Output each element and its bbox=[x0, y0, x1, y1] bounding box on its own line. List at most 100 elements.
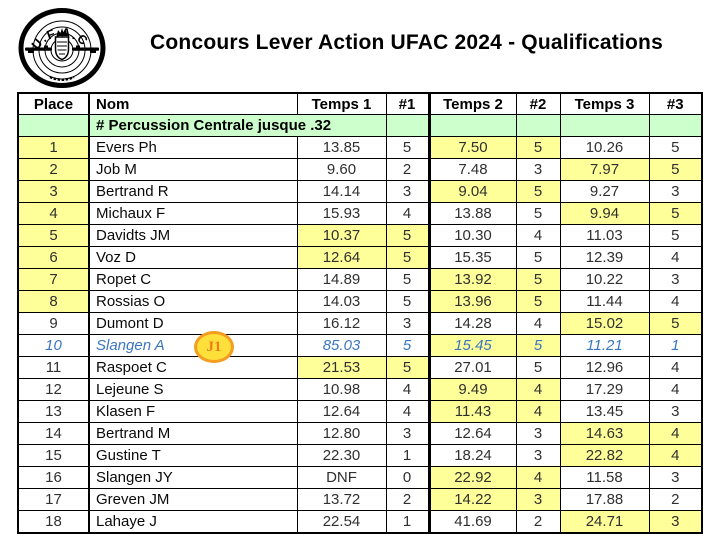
temps1-cell: 12.64 bbox=[296, 246, 387, 269]
temps3-cell: 12.39 bbox=[559, 246, 650, 269]
temps3-cell: 9.27 bbox=[559, 180, 650, 203]
logo-bottom-text bbox=[49, 75, 75, 81]
hits3-cell: 3 bbox=[648, 180, 703, 203]
temps1-cell: 85.03 bbox=[296, 334, 387, 357]
temps3-cell: 11.03 bbox=[559, 224, 650, 247]
hits3-cell: 5 bbox=[648, 224, 703, 247]
table-row: 10 Slangen A J1 85.03 5 15.45 5 11.21 1 bbox=[17, 331, 703, 363]
temps2-cell: 7.48 bbox=[427, 158, 517, 181]
hits2-cell: 3 bbox=[515, 488, 561, 511]
temps3-cell: 9.94 bbox=[559, 202, 650, 225]
temps1-cell: 16.12 bbox=[296, 312, 387, 335]
table-row: 15 Gustine T 22.30 1 18.24 3 22.82 4 bbox=[17, 444, 703, 467]
place-cell: 16 bbox=[17, 466, 90, 489]
temps2-cell: 27.01 bbox=[427, 356, 517, 379]
hits3-cell: 5 bbox=[648, 202, 703, 225]
temps3-cell: 15.02 bbox=[559, 312, 650, 335]
temps1-cell: 14.14 bbox=[296, 180, 387, 203]
temps3-cell: 24.71 bbox=[559, 510, 650, 534]
hits1-cell: 5 bbox=[385, 290, 430, 313]
temps2-cell: 14.28 bbox=[427, 312, 517, 335]
temps3-cell: 11.21 bbox=[559, 334, 650, 357]
temps2-cell: 11.43 bbox=[427, 400, 517, 423]
temps2-cell: 15.45 bbox=[427, 334, 517, 357]
hits3-cell: 4 bbox=[648, 246, 703, 269]
col-header-hits1: #1 bbox=[385, 92, 430, 115]
table-row: 5 Davidts JM 10.37 5 10.30 4 11.03 5 bbox=[17, 224, 703, 247]
hits1-cell: 2 bbox=[385, 488, 430, 511]
hits2-cell: 5 bbox=[515, 180, 561, 203]
place-cell: 9 bbox=[17, 312, 90, 335]
place-cell: 17 bbox=[17, 488, 90, 511]
place-cell: 6 bbox=[17, 246, 90, 269]
temps1-cell: 14.89 bbox=[296, 268, 387, 291]
table-row: 2 Job M 9.60 2 7.48 3 7.97 5 bbox=[17, 158, 703, 181]
temps3-cell: 14.63 bbox=[559, 422, 650, 445]
place-cell: 8 bbox=[17, 290, 90, 313]
hits2-cell: 3 bbox=[515, 422, 561, 445]
col-header-nom: Nom bbox=[88, 92, 298, 115]
category-place-cell bbox=[17, 114, 90, 137]
hits2-cell: 5 bbox=[515, 202, 561, 225]
nom-cell: Dumont D bbox=[88, 312, 298, 335]
temps1-cell: 13.85 bbox=[296, 136, 387, 159]
hits3-cell: 5 bbox=[648, 312, 703, 335]
temps1-cell: 12.80 bbox=[296, 422, 387, 445]
hits1-cell: 3 bbox=[385, 180, 430, 203]
hits3-cell: 1 bbox=[648, 334, 703, 357]
hits2-cell: 4 bbox=[515, 378, 561, 401]
table-row: 8 Rossias O 14.03 5 13.96 5 11.44 4 bbox=[17, 290, 703, 313]
temps3-cell: 10.26 bbox=[559, 136, 650, 159]
hits2-cell: 5 bbox=[515, 136, 561, 159]
nom-cell: Klasen F bbox=[88, 400, 298, 423]
hits3-cell: 4 bbox=[648, 290, 703, 313]
temps2-cell: 13.96 bbox=[427, 290, 517, 313]
hits3-cell: 3 bbox=[648, 510, 703, 534]
temps2-cell: 15.35 bbox=[427, 246, 517, 269]
category-empty-cell bbox=[515, 114, 561, 137]
header-row: Place Nom Temps 1 #1 Temps 2 #2 Temps 3 … bbox=[17, 92, 703, 115]
category-label: # Percussion Centrale jusque .32 bbox=[88, 114, 387, 137]
temps3-cell: 17.29 bbox=[559, 378, 650, 401]
hits1-cell: 0 bbox=[385, 466, 430, 489]
place-cell: 1 bbox=[17, 136, 90, 159]
table-row: 1 Evers Ph 13.85 5 7.50 5 10.26 5 bbox=[17, 136, 703, 159]
results-tbody: 1 Evers Ph 13.85 5 7.50 5 10.26 5 2 Job M 9.60 2 7.4… bbox=[17, 136, 703, 534]
table-row: 18 Lahaye J 22.54 1 41.69 2 24.71 3 bbox=[17, 510, 703, 534]
col-header-temps3: Temps 3 bbox=[559, 92, 650, 115]
table-row: 7 Ropet C 14.89 5 13.92 5 10.22 3 bbox=[17, 268, 703, 291]
nom-cell: Raspoet C bbox=[88, 356, 298, 379]
temps2-cell: 9.49 bbox=[427, 378, 517, 401]
temps2-cell: 13.88 bbox=[427, 202, 517, 225]
category-empty-cell bbox=[427, 114, 517, 137]
nom-cell: Bertrand R bbox=[88, 180, 298, 203]
j1-badge: J1 bbox=[194, 331, 234, 363]
hits1-cell: 3 bbox=[385, 312, 430, 335]
place-cell: 2 bbox=[17, 158, 90, 181]
hits1-cell: 5 bbox=[385, 268, 430, 291]
ufac-logo-icon: U.F.A.C bbox=[18, 8, 106, 88]
col-header-temps2: Temps 2 bbox=[427, 92, 517, 115]
temps3-cell: 10.22 bbox=[559, 268, 650, 291]
nom-cell: Slangen JY bbox=[88, 466, 298, 489]
hits2-cell: 4 bbox=[515, 312, 561, 335]
table-row: 4 Michaux F 15.93 4 13.88 5 9.94 5 bbox=[17, 202, 703, 225]
hits3-cell: 3 bbox=[648, 466, 703, 489]
hits2-cell: 5 bbox=[515, 246, 561, 269]
temps2-cell: 14.22 bbox=[427, 488, 517, 511]
temps2-cell: 22.92 bbox=[427, 466, 517, 489]
hits2-cell: 5 bbox=[515, 268, 561, 291]
temps3-cell: 7.97 bbox=[559, 158, 650, 181]
temps3-cell: 22.82 bbox=[559, 444, 650, 467]
hits2-cell: 2 bbox=[515, 510, 561, 534]
results-table: Place Nom Temps 1 #1 Temps 2 #2 Temps 3 … bbox=[17, 92, 703, 534]
place-cell: 15 bbox=[17, 444, 90, 467]
category-empty-cell bbox=[559, 114, 650, 137]
table-row: 17 Greven JM 13.72 2 14.22 3 17.88 2 bbox=[17, 488, 703, 511]
temps1-cell: 22.54 bbox=[296, 510, 387, 534]
category-empty-cell bbox=[385, 114, 430, 137]
temps2-cell: 7.50 bbox=[427, 136, 517, 159]
temps2-cell: 9.04 bbox=[427, 180, 517, 203]
temps1-cell: 22.30 bbox=[296, 444, 387, 467]
hits3-cell: 2 bbox=[648, 488, 703, 511]
